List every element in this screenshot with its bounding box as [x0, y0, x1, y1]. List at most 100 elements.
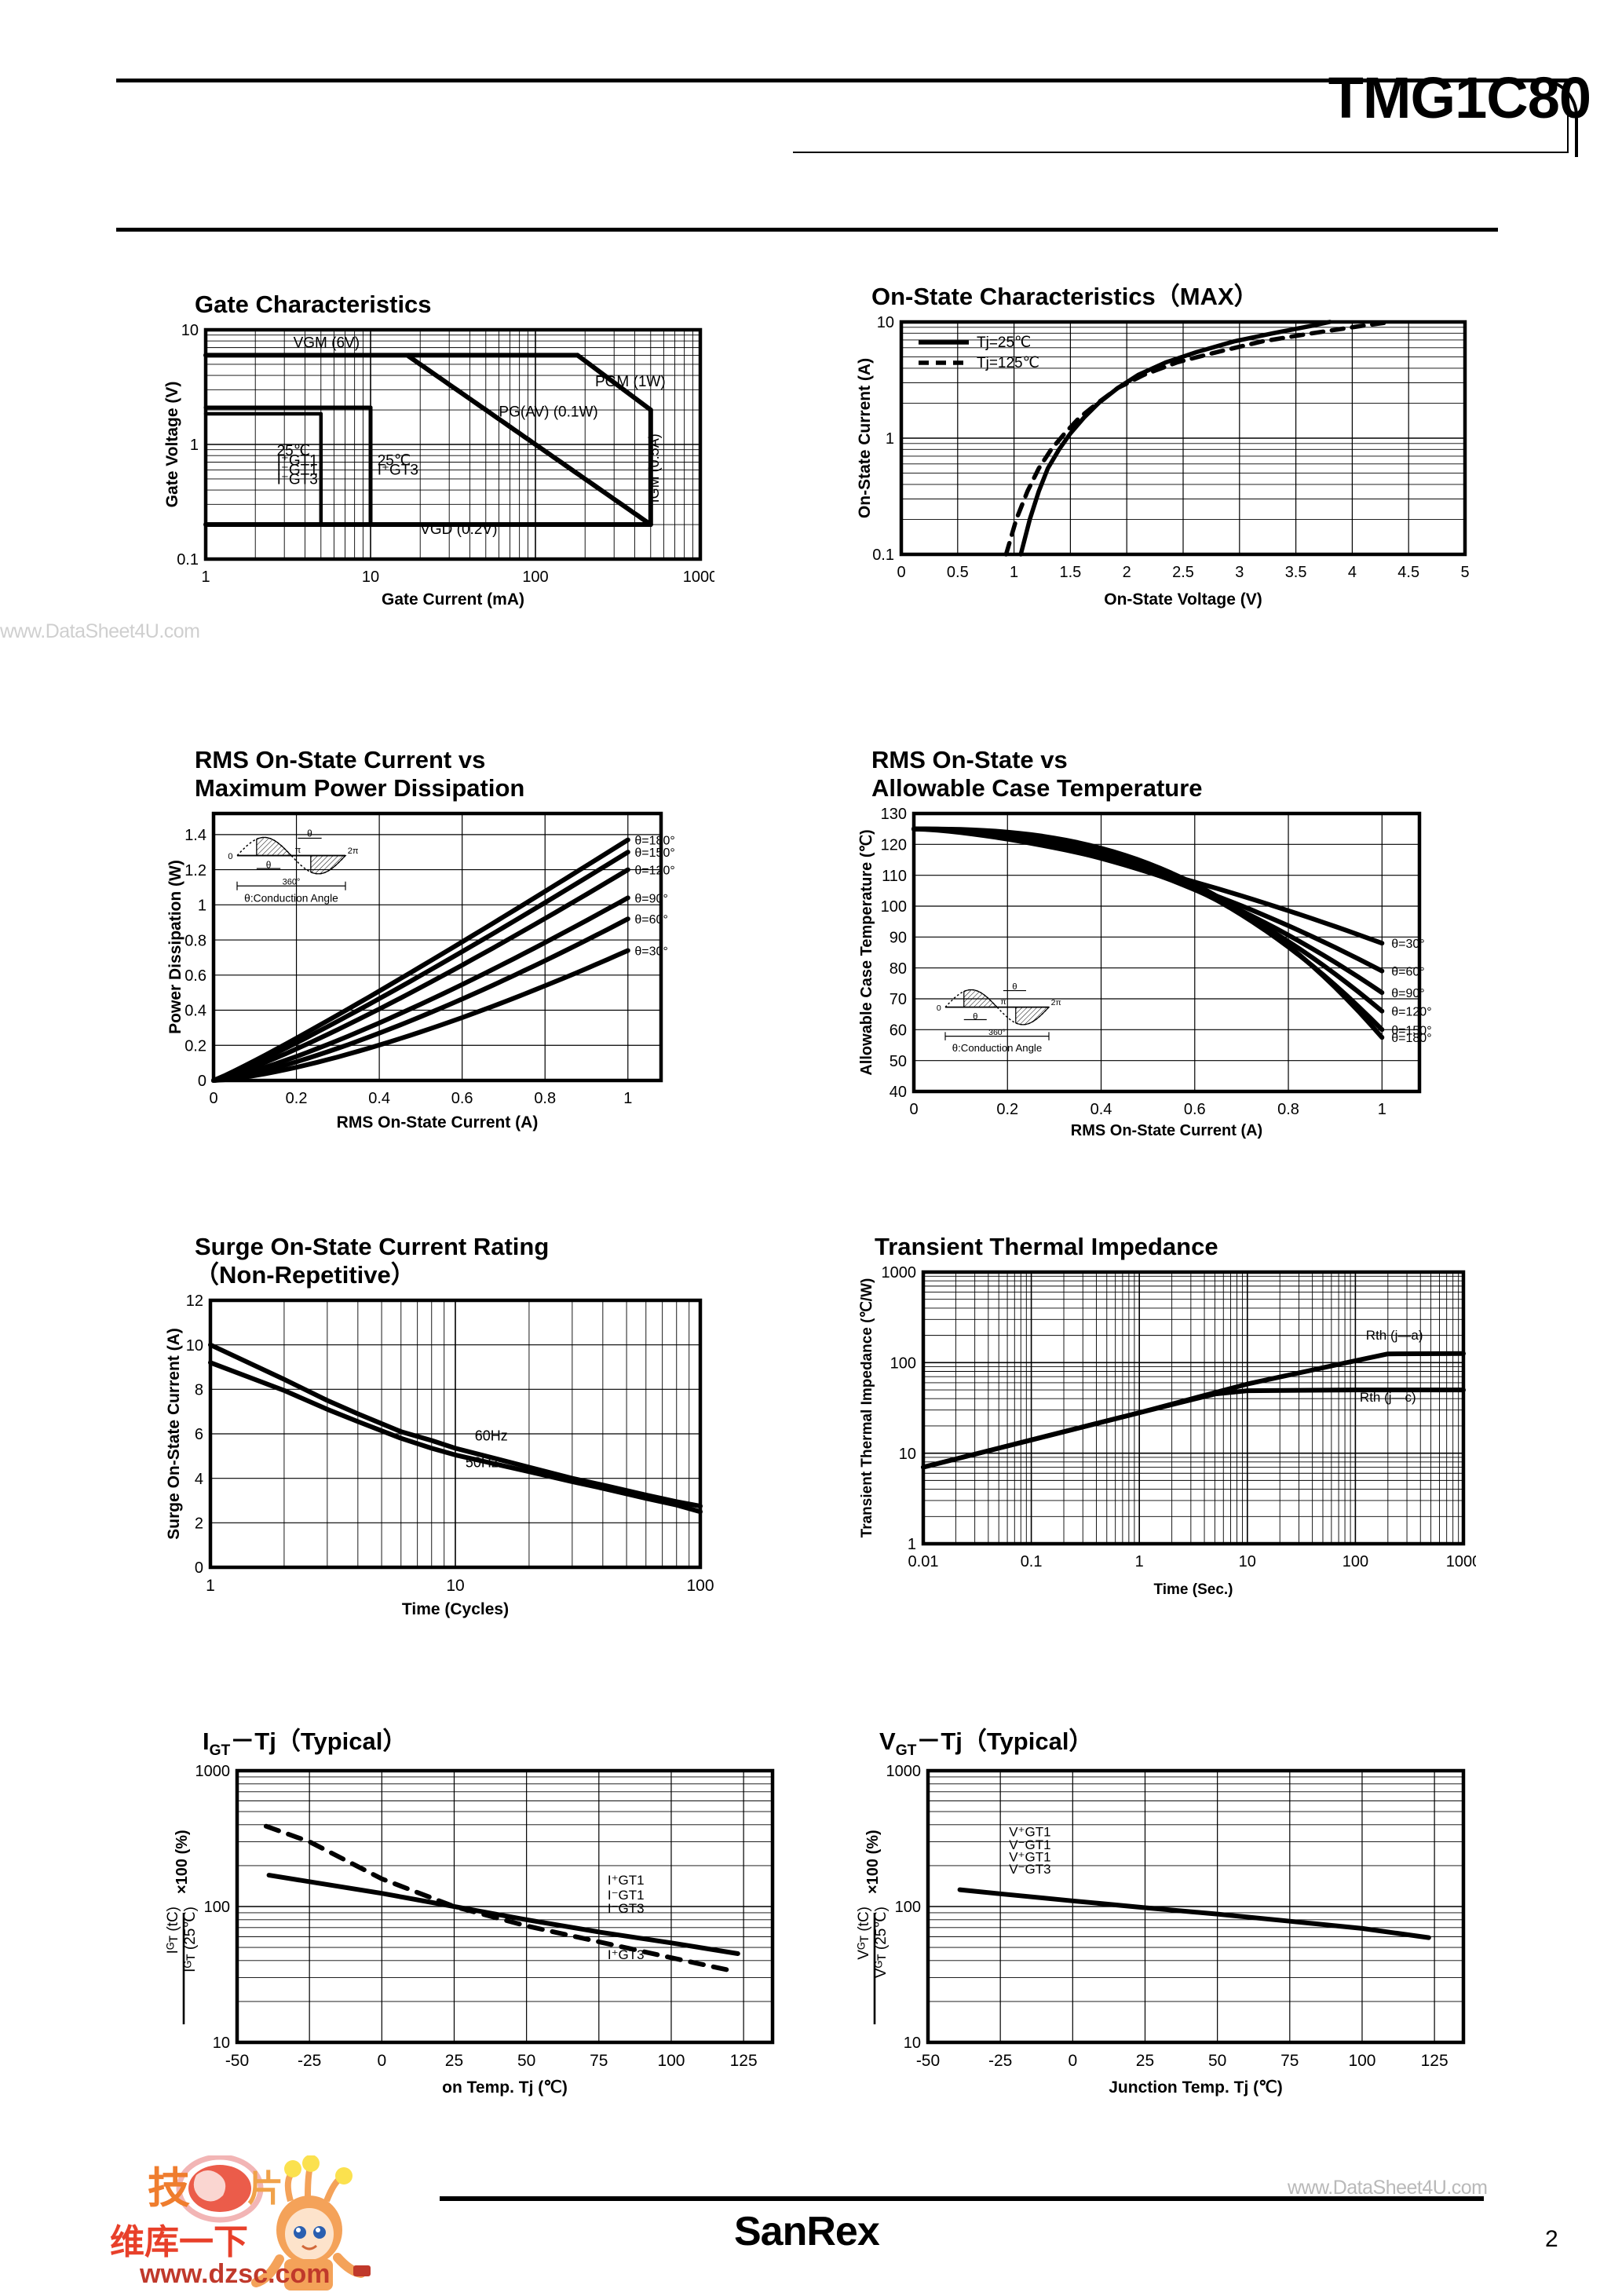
svg-text:0: 0 — [897, 564, 905, 581]
svg-text:10: 10 — [213, 2035, 230, 2053]
chart-on-state-characteristics: On-State Characteristics（MAX） 0 0.5 1 1.5 2 2.… — [856, 283, 1476, 609]
svg-text:Tj=25℃: Tj=25℃ — [977, 335, 1031, 351]
svg-text:θ: θ — [1012, 982, 1017, 992]
watermark-bottom: www.DataSheet4U.com — [1288, 2177, 1488, 2199]
svg-text:2: 2 — [195, 1515, 203, 1532]
svg-text:θ:Conduction Angle: θ:Conduction Angle — [952, 1042, 1042, 1054]
svg-text:10: 10 — [186, 1337, 203, 1355]
svg-text:-50: -50 — [225, 2052, 249, 2070]
svg-text:130: 130 — [881, 806, 907, 823]
dzsc-mascot-watermark: 技 片 维库一下 www.dzsc.com — [102, 2155, 416, 2293]
svg-text:10: 10 — [1239, 1553, 1256, 1570]
svg-text:10: 10 — [362, 569, 379, 586]
svg-text:2π: 2π — [1051, 998, 1061, 1007]
svg-text:0: 0 — [377, 2052, 386, 2070]
svg-text:50: 50 — [1208, 2052, 1226, 2070]
svg-text:×100 (%): ×100 (%) — [174, 1830, 191, 1895]
svg-text:θ: θ — [973, 1012, 977, 1022]
svg-text:1000: 1000 — [886, 1764, 922, 1781]
header-corner-arc — [1476, 79, 1578, 157]
svg-text:0: 0 — [1068, 2052, 1077, 2070]
chart-title: VGT－Tj（Typical） — [879, 1727, 1094, 1760]
svg-text:θ=90°: θ=90° — [634, 892, 667, 905]
svg-text:π: π — [1000, 997, 1006, 1007]
chart-surge-current-rating: Surge On-State Current Rating （Non-Repet… — [165, 1233, 714, 1619]
svg-text:100: 100 — [204, 1899, 230, 1917]
svg-text:0: 0 — [198, 1073, 206, 1090]
svg-text:-25: -25 — [988, 2052, 1012, 2070]
svg-text:θ: θ — [307, 828, 312, 839]
svg-text:50: 50 — [517, 2052, 535, 2070]
page-header: TMG1C80 — [0, 0, 1622, 232]
footer-rule — [440, 2196, 1484, 2201]
title-box — [793, 82, 1569, 153]
svg-text:0.4: 0.4 — [368, 1090, 390, 1107]
svg-text:25℃: 25℃ — [378, 452, 411, 469]
svg-text:0.6: 0.6 — [1184, 1101, 1206, 1118]
svg-text:θ=180°: θ=180° — [1391, 1032, 1431, 1045]
svg-text:0.1: 0.1 — [177, 551, 199, 569]
svg-text:1: 1 — [1010, 564, 1018, 581]
svg-text:0: 0 — [195, 1559, 203, 1577]
svg-text:1: 1 — [201, 569, 210, 586]
svg-text:Rth (j—c): Rth (j—c) — [1360, 1390, 1416, 1405]
svg-text:100: 100 — [890, 1355, 916, 1372]
svg-text:0.2: 0.2 — [996, 1101, 1018, 1118]
svg-text:On-State Current (A): On-State Current (A) — [856, 358, 874, 518]
svg-text:5: 5 — [1460, 564, 1469, 581]
svg-text:50: 50 — [890, 1053, 907, 1070]
svg-text:4: 4 — [195, 1471, 203, 1488]
chart-title: Transient Thermal Impedance — [875, 1233, 1218, 1260]
svg-text:θ=30°: θ=30° — [1391, 938, 1424, 951]
svg-text:100: 100 — [1348, 2052, 1375, 2070]
svg-text:75: 75 — [590, 2052, 608, 2070]
svg-text:3: 3 — [1235, 564, 1244, 581]
svg-text:θ=120°: θ=120° — [634, 864, 674, 877]
svg-text:0.4: 0.4 — [1090, 1101, 1112, 1118]
svg-text:4.5: 4.5 — [1397, 564, 1419, 581]
svg-text:10: 10 — [446, 1577, 464, 1595]
svg-text:0.8: 0.8 — [184, 932, 206, 949]
svg-text:片: 片 — [247, 2168, 283, 2209]
svg-text:θ=30°: θ=30° — [634, 945, 667, 958]
chart-title: RMS On-State Current vs Maximum Power Di… — [195, 746, 525, 802]
svg-text:-50: -50 — [916, 2052, 940, 2070]
svg-text:0.6: 0.6 — [184, 967, 206, 985]
svg-text:1.5: 1.5 — [1059, 564, 1081, 581]
svg-text:1: 1 — [1378, 1101, 1386, 1118]
svg-text:0: 0 — [937, 1004, 941, 1013]
page-title: TMG1C80 — [1328, 65, 1591, 130]
chart-title: Surge On-State Current Rating （Non-Repet… — [195, 1233, 550, 1289]
svg-text:RMS On-State Current (A): RMS On-State Current (A) — [337, 1113, 539, 1132]
svg-text:V⁻GT1: V⁻GT1 — [1009, 1837, 1050, 1852]
svg-text:75: 75 — [1280, 2052, 1299, 2070]
svg-text:0.4: 0.4 — [184, 1003, 206, 1020]
svg-text:0.1: 0.1 — [872, 547, 894, 564]
svg-text:1.4: 1.4 — [184, 827, 206, 844]
svg-text:1: 1 — [908, 1536, 916, 1553]
svg-text:θ=150°: θ=150° — [634, 846, 674, 860]
svg-text:1000: 1000 — [683, 569, 714, 586]
svg-text:25℃: 25℃ — [277, 443, 310, 459]
svg-text:1: 1 — [1135, 1553, 1144, 1570]
svg-text:80: 80 — [890, 960, 907, 978]
chart-title: On-State Characteristics（MAX） — [871, 283, 1259, 310]
chart-title: Gate Characteristics — [195, 291, 432, 318]
svg-text:100: 100 — [657, 2052, 685, 2070]
svg-text:θ: θ — [266, 860, 272, 871]
svg-text:60: 60 — [890, 1022, 907, 1039]
svg-text:I⁻GT3: I⁻GT3 — [277, 472, 318, 488]
svg-text:25: 25 — [445, 2052, 463, 2070]
chart-gate-characteristics: Gate Characteristics 1 10 100 1000 0.1 1 10 Gate… — [165, 291, 714, 609]
svg-text:θ=150°: θ=150° — [1391, 1024, 1431, 1037]
svg-text:2.5: 2.5 — [1172, 564, 1194, 581]
svg-text:Tj=125℃: Tj=125℃ — [977, 355, 1039, 371]
svg-text:VGM (6V): VGM (6V) — [294, 335, 360, 352]
svg-text:1.2: 1.2 — [184, 862, 206, 879]
svg-text:-25: -25 — [298, 2052, 321, 2070]
svg-text:维库一下: 维库一下 — [110, 2223, 248, 2261]
svg-text:I⁺GT3: I⁺GT3 — [608, 1947, 645, 1962]
svg-text:θ=120°: θ=120° — [1391, 1006, 1431, 1019]
chart-vgt-vs-tj: VGT－Tj（Typical） -50 -25 0 25 50 75 100 125 10 100 1… — [856, 1727, 1476, 2097]
svg-text:Allowable Case Temperature (℃): Allowable Case Temperature (℃) — [858, 829, 875, 1075]
